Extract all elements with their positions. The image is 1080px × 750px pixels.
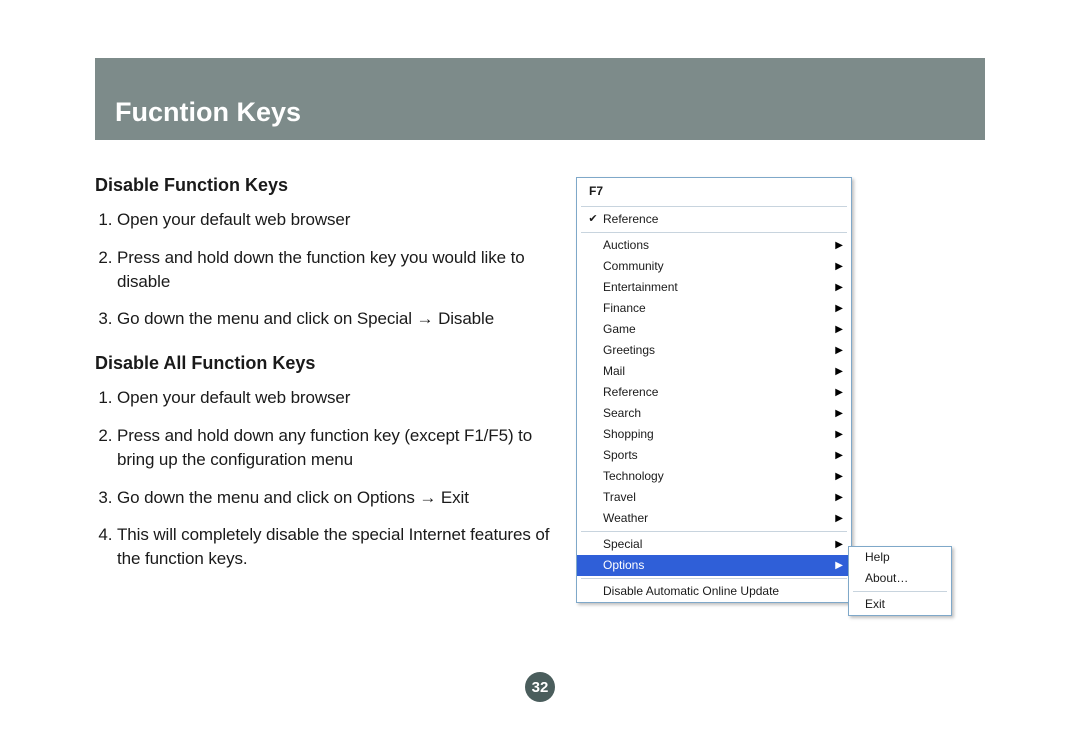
submenu-arrow-icon: ▶ [831,557,843,574]
submenu-arrow-icon: ▶ [831,536,843,553]
menu-item-label: Sports [601,447,831,464]
step-item: Go down the menu and click on Options → … [117,486,550,510]
step-item: Go down the menu and click on Special → … [117,307,550,331]
menu-item-label: Auctions [601,237,831,254]
menu-item-label: Community [601,258,831,275]
menu-item-label: Options [601,557,831,574]
menu-item-sports[interactable]: Sports ▶ [577,445,851,466]
menu-item-label: About… [863,570,941,587]
page-title: Fucntion Keys [115,97,301,128]
header-strip: Fucntion Keys [95,58,985,140]
menu-separator [581,531,847,532]
menu-item-label: Mail [601,363,831,380]
menu-item-label: Reference [601,211,831,228]
menu-item-label: Disable Automatic Online Update [601,583,831,600]
menu-item-reference-checked[interactable]: ✔ Reference [577,209,851,230]
submenu-arrow-icon: ▶ [831,258,843,275]
menu-item-label: Reference [601,384,831,401]
step-item: Press and hold down the function key you… [117,246,550,294]
context-menu-main: F7 ✔ Reference Auctions ▶ Community ▶ [576,177,852,603]
menu-item-label: Travel [601,489,831,506]
submenu-arrow-icon: ▶ [831,384,843,401]
menu-item-community[interactable]: Community ▶ [577,256,851,277]
menu-item-game[interactable]: Game ▶ [577,319,851,340]
menu-item-label: Finance [601,300,831,317]
submenu-item-help[interactable]: Help [849,547,951,568]
submenu-arrow-icon: ▶ [831,447,843,464]
menu-item-label: Search [601,405,831,422]
menu-item-options[interactable]: Options ▶ [577,555,851,576]
menu-item-technology[interactable]: Technology ▶ [577,466,851,487]
document-page: Fucntion Keys Disable Function Keys Open… [0,0,1080,750]
menu-item-weather[interactable]: Weather ▶ [577,508,851,529]
steps-list-1: Open your default web browser Press and … [95,208,550,331]
menu-item-label: Shopping [601,426,831,443]
submenu-arrow-icon: ▶ [831,468,843,485]
menu-separator [581,578,847,579]
menu-item-special[interactable]: Special ▶ [577,534,851,555]
submenu-arrow-icon: ▶ [831,489,843,506]
steps-list-2: Open your default web browser Press and … [95,386,550,571]
step-item: Open your default web browser [117,208,550,232]
menu-item-finance[interactable]: Finance ▶ [577,298,851,319]
menu-item-travel[interactable]: Travel ▶ [577,487,851,508]
content-column: Disable Function Keys Open your default … [95,175,550,593]
menu-item-label: Help [863,549,941,566]
menu-item-label: Exit [863,596,941,613]
menu-item-label: Greetings [601,342,831,359]
page-number-badge: 32 [525,672,555,702]
menu-item-shopping[interactable]: Shopping ▶ [577,424,851,445]
submenu-arrow-icon: ▶ [831,510,843,527]
menu-item-mail[interactable]: Mail ▶ [577,361,851,382]
submenu-arrow-icon: ▶ [831,279,843,296]
menu-item-reference[interactable]: Reference ▶ [577,382,851,403]
step-item: Press and hold down any function key (ex… [117,424,550,472]
menu-item-label: Technology [601,468,831,485]
section-heading-disable-all: Disable All Function Keys [95,353,550,374]
submenu-arrow-icon: ▶ [831,237,843,254]
submenu-arrow-icon: ▶ [831,405,843,422]
context-submenu-options: Help About… Exit [848,546,952,616]
menu-separator [581,232,847,233]
context-menu-illustration: F7 ✔ Reference Auctions ▶ Community ▶ [576,177,852,603]
submenu-arrow-icon: ▶ [831,321,843,338]
menu-item-entertainment[interactable]: Entertainment ▶ [577,277,851,298]
menu-item-label: Entertainment [601,279,831,296]
check-icon: ✔ [585,211,601,228]
menu-item-auctions[interactable]: Auctions ▶ [577,235,851,256]
menu-item-greetings[interactable]: Greetings ▶ [577,340,851,361]
menu-header: F7 [577,178,851,204]
step-item: This will completely disable the special… [117,523,550,571]
submenu-arrow-icon: ▶ [831,426,843,443]
submenu-arrow-icon: ▶ [831,342,843,359]
menu-item-label: Special [601,536,831,553]
menu-item-disable-auto-update[interactable]: Disable Automatic Online Update [577,581,851,602]
submenu-item-about[interactable]: About… [849,568,951,589]
menu-item-search[interactable]: Search ▶ [577,403,851,424]
submenu-arrow-icon: ▶ [831,300,843,317]
menu-item-label: Game [601,321,831,338]
step-item: Open your default web browser [117,386,550,410]
menu-separator [581,206,847,207]
submenu-item-exit[interactable]: Exit [849,594,951,615]
menu-separator [853,591,947,592]
submenu-arrow-icon: ▶ [831,363,843,380]
menu-item-label: Weather [601,510,831,527]
section-heading-disable: Disable Function Keys [95,175,550,196]
